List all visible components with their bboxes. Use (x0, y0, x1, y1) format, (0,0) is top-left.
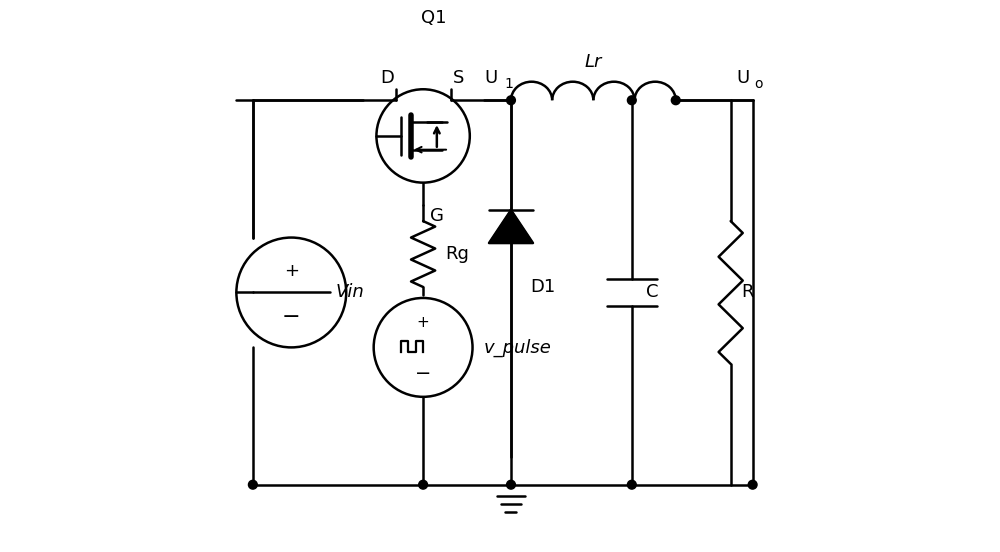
Text: −: − (415, 364, 431, 383)
Text: G: G (430, 206, 444, 225)
Circle shape (748, 480, 757, 489)
Text: +: + (417, 315, 429, 330)
Text: U: U (484, 70, 497, 87)
Text: U: U (737, 70, 750, 87)
Text: S: S (453, 70, 464, 87)
Circle shape (507, 96, 515, 105)
Text: −: − (282, 307, 301, 327)
Text: D1: D1 (530, 278, 555, 296)
Text: +: + (284, 262, 299, 279)
Polygon shape (489, 210, 533, 243)
Text: Q1: Q1 (421, 9, 447, 27)
Text: o: o (754, 77, 763, 91)
Text: Vin: Vin (335, 284, 364, 301)
Text: Rg: Rg (445, 245, 469, 263)
Circle shape (627, 480, 636, 489)
Circle shape (627, 96, 636, 105)
Text: C: C (646, 284, 658, 301)
Circle shape (248, 480, 257, 489)
Circle shape (419, 480, 428, 489)
Text: R: R (742, 284, 754, 301)
Circle shape (671, 96, 680, 105)
Text: 1: 1 (504, 77, 513, 91)
Text: Lr: Lr (585, 53, 602, 71)
Text: v_pulse: v_pulse (484, 338, 551, 357)
Circle shape (507, 480, 515, 489)
Text: D: D (380, 70, 394, 87)
